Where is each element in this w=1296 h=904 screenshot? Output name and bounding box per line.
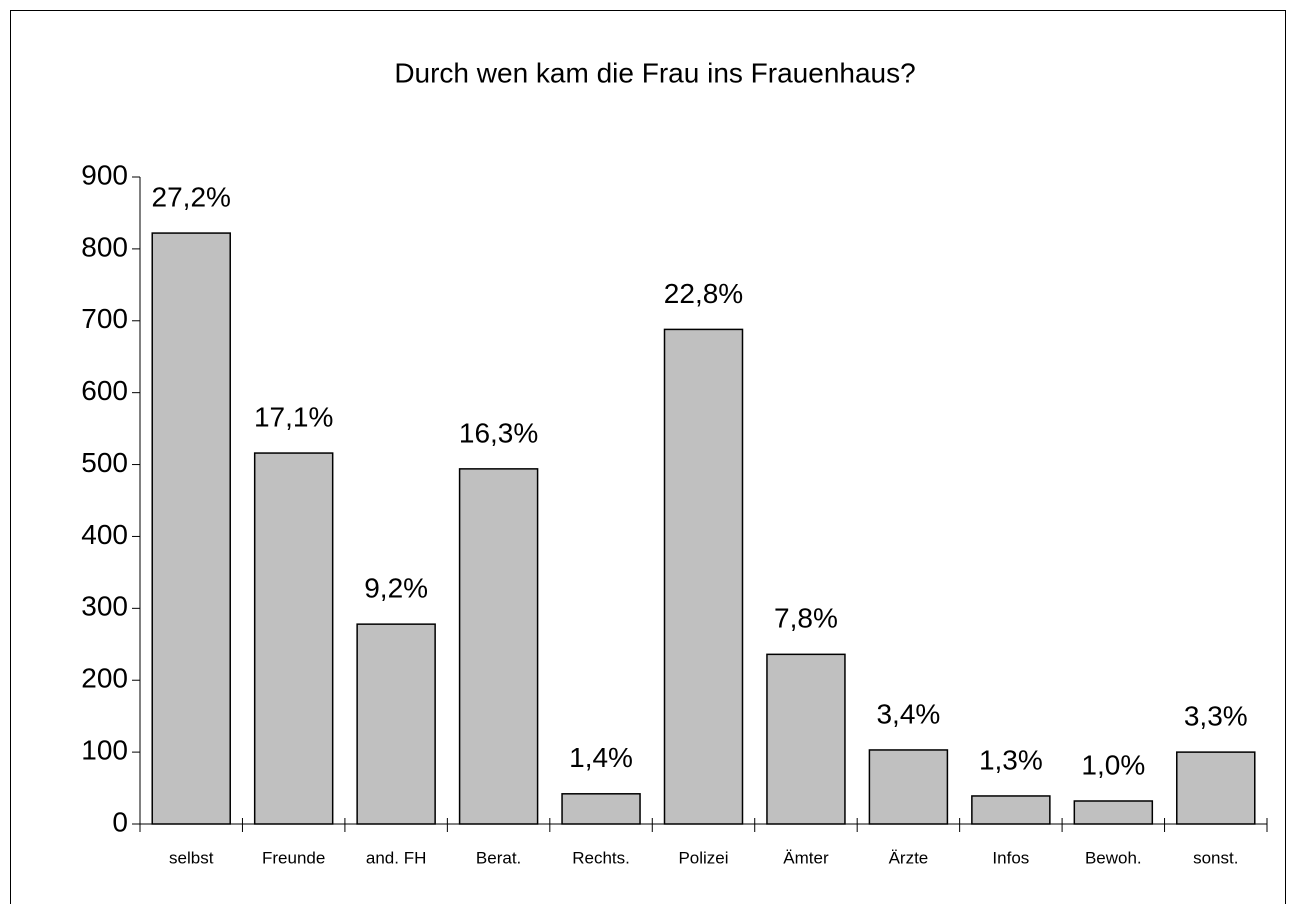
y-tick-label: 600 (81, 375, 128, 406)
x-tick-label: Ämter (783, 848, 829, 867)
bar (253, 452, 334, 825)
y-tick-label: 200 (81, 663, 128, 694)
bar (561, 793, 641, 825)
y-tick-label: 100 (81, 735, 128, 766)
data-label: 16,3% (459, 417, 538, 448)
y-tick-label: 800 (81, 231, 128, 262)
bar (1073, 800, 1154, 825)
x-tick-label: Infos (992, 848, 1029, 867)
bar (458, 468, 539, 825)
y-tick-label: 400 (81, 519, 128, 550)
bar (1176, 751, 1256, 825)
bar (151, 232, 231, 825)
y-tick-label: 900 (81, 159, 128, 190)
x-tick-label: Berat. (476, 848, 521, 867)
bar (663, 328, 744, 825)
bar (356, 623, 436, 825)
bar (971, 795, 1051, 825)
data-label: 27,2% (152, 181, 231, 212)
data-label: 22,8% (664, 278, 743, 309)
data-label: 1,3% (979, 744, 1043, 775)
x-tick-label: Polizei (678, 848, 728, 867)
y-tick-label: 0 (112, 806, 128, 837)
data-label: 7,8% (774, 603, 838, 634)
x-tick-label: Rechts. (572, 848, 630, 867)
bar (868, 749, 949, 825)
x-tick-label: selbst (169, 848, 214, 867)
data-label: 1,0% (1081, 749, 1145, 780)
y-tick-label: 500 (81, 447, 128, 478)
data-label: 17,1% (254, 401, 333, 432)
bar (766, 653, 846, 825)
x-tick-label: sonst. (1193, 848, 1238, 867)
y-tick-label: 700 (81, 303, 128, 334)
data-label: 3,4% (876, 698, 940, 729)
x-tick-label: and. FH (366, 848, 426, 867)
y-tick-label: 300 (81, 591, 128, 622)
data-label: 1,4% (569, 742, 633, 773)
x-tick-label: Bewoh. (1085, 848, 1142, 867)
x-tick-label: Freunde (262, 848, 325, 867)
chart-title: Durch wen kam die Frau ins Frauenhaus? (394, 57, 915, 88)
x-tick-label: Ärzte (889, 848, 929, 867)
data-label: 9,2% (364, 573, 428, 604)
data-label: 3,3% (1184, 701, 1248, 732)
